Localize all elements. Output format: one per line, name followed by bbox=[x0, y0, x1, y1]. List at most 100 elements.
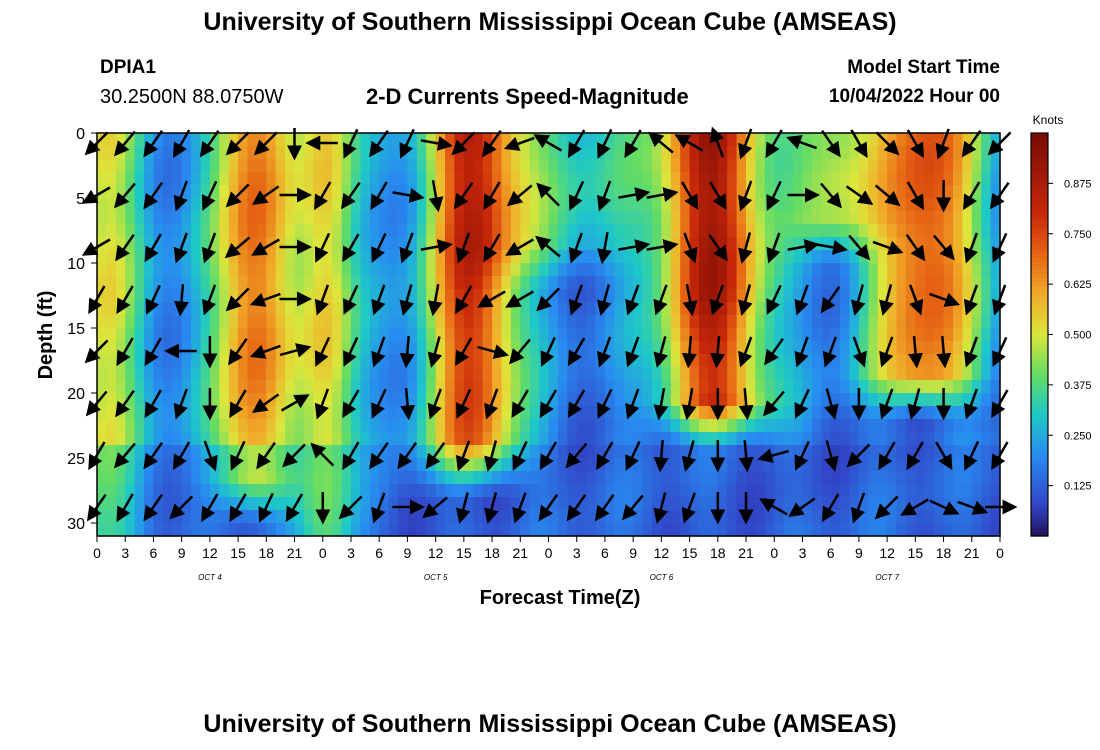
heatmap-cell bbox=[557, 354, 568, 368]
heatmap-cell bbox=[623, 315, 634, 329]
heatmap-cell bbox=[388, 159, 399, 173]
heatmap-cell bbox=[943, 471, 954, 485]
heatmap-cell bbox=[905, 471, 916, 485]
heatmap-cell bbox=[586, 237, 597, 251]
heatmap-cell bbox=[680, 523, 691, 537]
heatmap-cell bbox=[162, 237, 173, 251]
heatmap-cell bbox=[717, 341, 728, 355]
heatmap-cell bbox=[689, 315, 700, 329]
heatmap-cell bbox=[426, 172, 437, 186]
heatmap-cell bbox=[953, 419, 963, 433]
heatmap-cell bbox=[285, 302, 296, 316]
heatmap-cell bbox=[689, 432, 700, 446]
heatmap-cell bbox=[191, 211, 202, 225]
current-vector bbox=[567, 337, 586, 367]
heatmap-cell bbox=[181, 211, 192, 225]
colorbar-swatch bbox=[1031, 435, 1048, 440]
heatmap-cell bbox=[125, 458, 136, 472]
colorbar-swatch bbox=[1031, 403, 1048, 408]
heatmap-cell bbox=[793, 523, 804, 537]
heatmap-cell bbox=[774, 432, 785, 446]
heatmap-cell bbox=[953, 263, 963, 277]
heatmap-cell bbox=[200, 289, 211, 303]
heatmap-cell bbox=[266, 484, 277, 498]
heatmap-cell bbox=[520, 380, 531, 394]
heatmap-cell bbox=[971, 237, 982, 251]
current-vector bbox=[251, 238, 280, 256]
heatmap-cell bbox=[266, 198, 277, 212]
heatmap-cell bbox=[125, 289, 136, 303]
heatmap-cell bbox=[830, 211, 841, 225]
heatmap-cell bbox=[294, 367, 305, 381]
heatmap-cell bbox=[379, 484, 390, 498]
heatmap-cell bbox=[670, 510, 681, 524]
colorbar-swatch bbox=[1031, 322, 1048, 327]
heatmap-cell bbox=[717, 302, 728, 316]
heatmap-cell bbox=[642, 341, 653, 355]
heatmap-cell bbox=[144, 380, 154, 394]
heatmap-cell bbox=[614, 302, 625, 316]
heatmap-cell bbox=[990, 432, 1001, 446]
heatmap-cell bbox=[153, 432, 164, 446]
heatmap-cell bbox=[303, 419, 314, 433]
heatmap-cell bbox=[793, 432, 804, 446]
day-label: OCT 6 bbox=[650, 573, 674, 582]
heatmap-cell bbox=[548, 419, 559, 433]
heatmap-cell bbox=[238, 380, 249, 394]
heatmap-cell bbox=[642, 393, 653, 407]
heatmap-cell bbox=[840, 406, 851, 420]
heatmap-cell bbox=[285, 211, 296, 225]
colorbar-swatch bbox=[1031, 310, 1048, 315]
heatmap-cell bbox=[407, 211, 418, 225]
heatmap-cell bbox=[746, 224, 756, 238]
heatmap-cell bbox=[529, 159, 540, 173]
heatmap-cell bbox=[953, 185, 963, 199]
heatmap-cell bbox=[332, 172, 343, 186]
heatmap-cell bbox=[520, 471, 531, 485]
heatmap-cell bbox=[181, 367, 192, 381]
heatmap-cell bbox=[896, 302, 907, 316]
heatmap-cell bbox=[200, 419, 211, 433]
heatmap-cell bbox=[303, 328, 314, 342]
heatmap-cell bbox=[435, 471, 446, 485]
heatmap-cell bbox=[379, 380, 390, 394]
heatmap-cell bbox=[774, 315, 785, 329]
heatmap-cell bbox=[793, 211, 804, 225]
heatmap-cell bbox=[106, 458, 117, 472]
heatmap-cell bbox=[586, 419, 597, 433]
heatmap-cell bbox=[529, 419, 540, 433]
heatmap-cell bbox=[510, 419, 521, 433]
heatmap-cell bbox=[275, 237, 286, 251]
heatmap-cell bbox=[689, 523, 700, 537]
heatmap-cell bbox=[228, 367, 239, 381]
heatmap-cell bbox=[717, 146, 728, 160]
heatmap-cell bbox=[887, 393, 898, 407]
current-vector bbox=[936, 335, 952, 369]
heatmap-cell bbox=[219, 133, 230, 147]
heatmap-cell bbox=[266, 367, 277, 381]
heatmap-cell bbox=[454, 224, 465, 238]
heatmap-cell bbox=[727, 445, 738, 459]
heatmap-cell bbox=[604, 289, 615, 303]
heatmap-cell bbox=[191, 341, 202, 355]
heatmap-cell bbox=[774, 341, 785, 355]
heatmap-cell bbox=[642, 159, 653, 173]
heatmap-cell bbox=[877, 159, 888, 173]
heatmap-cell bbox=[849, 419, 860, 433]
heatmap-cell bbox=[388, 224, 399, 238]
heatmap-cell bbox=[209, 146, 220, 160]
heatmap-cell bbox=[407, 445, 418, 459]
heatmap-cell bbox=[106, 354, 117, 368]
current-vector bbox=[113, 130, 136, 157]
heatmap-cell bbox=[868, 380, 879, 394]
heatmap-cell bbox=[134, 367, 145, 381]
heatmap-cell bbox=[830, 523, 841, 537]
heatmap-cell bbox=[435, 315, 446, 329]
heatmap-cell bbox=[332, 432, 343, 446]
heatmap-cell bbox=[379, 432, 390, 446]
heatmap-cell bbox=[351, 419, 361, 433]
heatmap-cell bbox=[623, 276, 634, 290]
heatmap-cell bbox=[614, 523, 625, 537]
heatmap-cell bbox=[548, 198, 559, 212]
heatmap-cell bbox=[238, 185, 249, 199]
